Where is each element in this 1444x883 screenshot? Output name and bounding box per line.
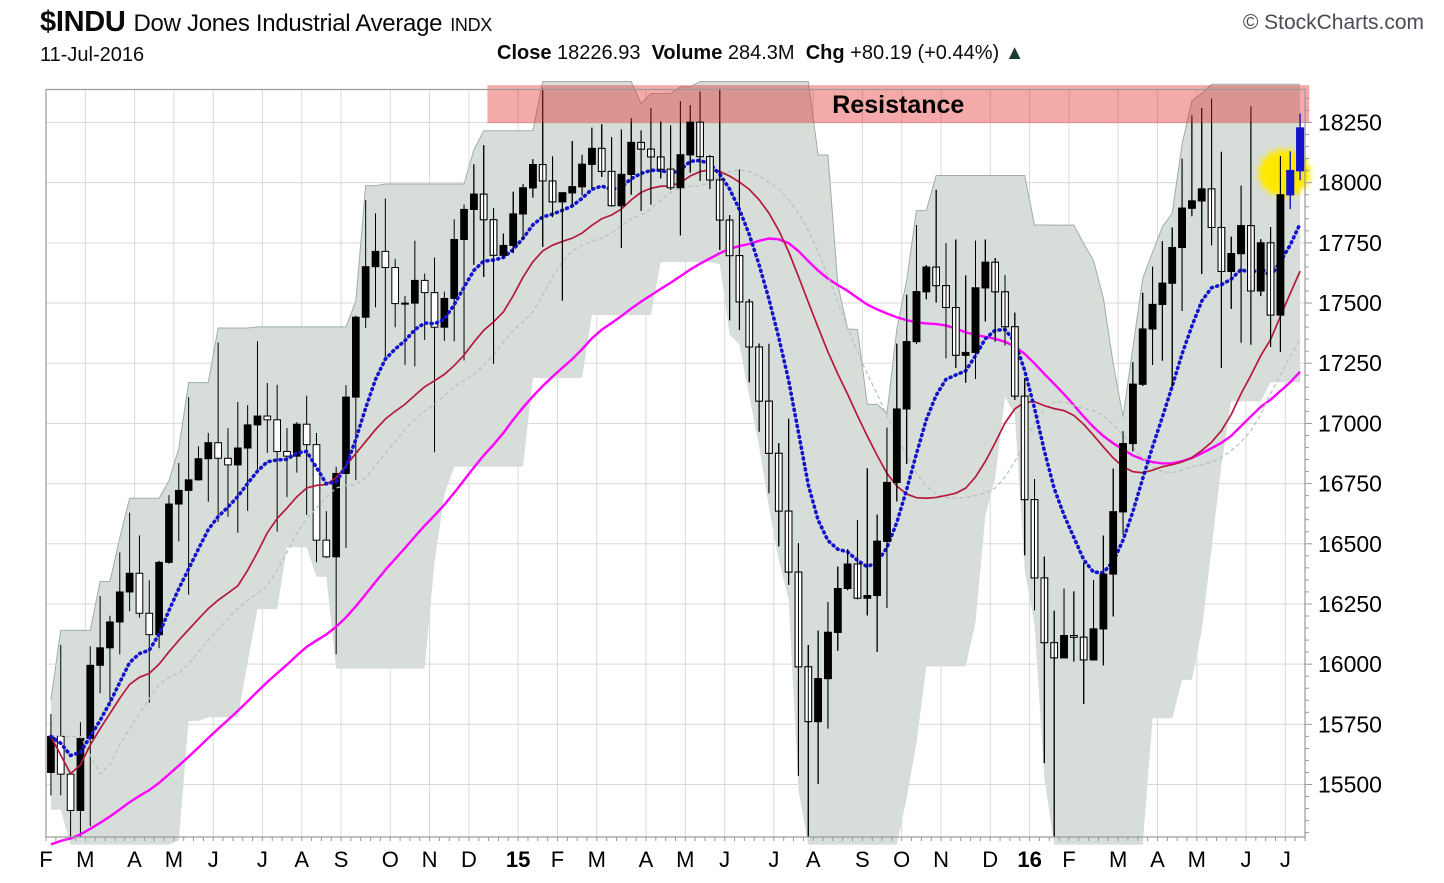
svg-text:16: 16 xyxy=(1017,847,1041,872)
svg-text:O: O xyxy=(382,847,399,872)
svg-text:15: 15 xyxy=(506,847,530,872)
svg-text:M: M xyxy=(76,847,94,872)
svg-text:15750: 15750 xyxy=(1318,711,1382,737)
svg-text:F: F xyxy=(39,847,52,872)
svg-text:17500: 17500 xyxy=(1318,290,1382,316)
svg-text:J: J xyxy=(719,847,730,872)
svg-text:17750: 17750 xyxy=(1318,230,1382,256)
svg-text:A: A xyxy=(294,847,309,872)
svg-text:S: S xyxy=(334,847,349,872)
svg-text:J: J xyxy=(257,847,268,872)
svg-text:16500: 16500 xyxy=(1318,531,1382,557)
svg-text:18000: 18000 xyxy=(1318,170,1382,196)
svg-text:A: A xyxy=(639,847,654,872)
svg-text:16250: 16250 xyxy=(1318,591,1382,617)
svg-text:F: F xyxy=(1062,847,1075,872)
svg-text:D: D xyxy=(982,847,998,872)
svg-text:16000: 16000 xyxy=(1318,651,1382,677)
svg-text:A: A xyxy=(806,847,821,872)
svg-text:18250: 18250 xyxy=(1318,109,1382,135)
svg-text:17000: 17000 xyxy=(1318,410,1382,436)
svg-text:16750: 16750 xyxy=(1318,471,1382,497)
svg-text:S: S xyxy=(855,847,870,872)
svg-text:J: J xyxy=(1240,847,1251,872)
svg-text:A: A xyxy=(127,847,142,872)
svg-text:M: M xyxy=(676,847,694,872)
svg-text:N: N xyxy=(422,847,438,872)
svg-text:O: O xyxy=(893,847,910,872)
svg-text:J: J xyxy=(208,847,219,872)
svg-text:J: J xyxy=(768,847,779,872)
svg-text:15500: 15500 xyxy=(1318,772,1382,798)
svg-text:A: A xyxy=(1150,847,1165,872)
svg-text:M: M xyxy=(588,847,606,872)
svg-text:Resistance: Resistance xyxy=(832,91,964,119)
svg-text:D: D xyxy=(461,847,477,872)
svg-text:M: M xyxy=(165,847,183,872)
svg-text:M: M xyxy=(1188,847,1206,872)
svg-text:17250: 17250 xyxy=(1318,350,1382,376)
svg-text:N: N xyxy=(933,847,949,872)
svg-text:J: J xyxy=(1280,847,1291,872)
svg-text:M: M xyxy=(1109,847,1127,872)
svg-text:F: F xyxy=(551,847,564,872)
